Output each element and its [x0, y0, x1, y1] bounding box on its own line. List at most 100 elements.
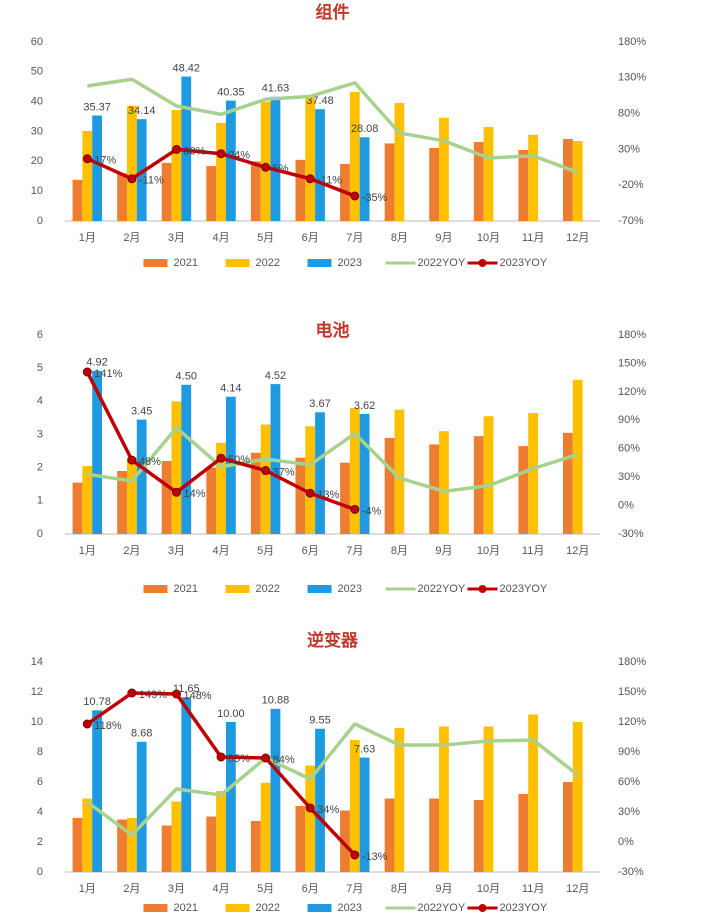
data-label: 35.37: [83, 101, 111, 113]
y-tick-label: 40: [31, 96, 43, 108]
bar: [483, 726, 494, 872]
data-label: 149%: [139, 689, 167, 701]
legend-label: 2021: [174, 257, 198, 269]
bar: [295, 806, 306, 872]
bar: [315, 109, 325, 221]
legend-label: 2023YOY: [500, 902, 548, 914]
line-marker: [171, 144, 181, 154]
data-label: 13%: [317, 489, 339, 501]
data-label: 28.08: [351, 123, 379, 135]
bar: [562, 432, 573, 534]
y-tick-label: 10: [31, 716, 43, 728]
bar: [117, 819, 127, 872]
y2-tick-label: 120%: [618, 386, 646, 398]
chart-title: 组件: [316, 2, 350, 22]
y2-tick-label: 180%: [618, 329, 646, 341]
legend-label: 2023: [338, 257, 362, 269]
bar: [315, 728, 325, 872]
line-marker: [305, 488, 315, 498]
bar: [181, 697, 192, 872]
bar: [473, 141, 484, 221]
bar: [439, 431, 449, 534]
line-marker: [350, 850, 360, 860]
line-marker: [350, 504, 360, 514]
bar: [216, 442, 226, 534]
data-label: -11%: [317, 175, 342, 187]
x-tick-label: 8月: [391, 883, 408, 895]
y2-tick-label: 150%: [618, 357, 646, 369]
bar: [518, 446, 529, 534]
y2-tick-label: -30%: [618, 866, 644, 878]
y2-tick-label: 0%: [618, 836, 634, 848]
x-tick-label: 5月: [257, 232, 274, 244]
bar: [82, 130, 93, 221]
data-label: 17%: [94, 155, 116, 167]
bar: [92, 710, 103, 872]
bar: [260, 101, 271, 221]
bar: [528, 714, 539, 872]
legend-label: 2023: [338, 583, 362, 595]
bar: [161, 162, 172, 221]
line-marker: [261, 753, 271, 763]
line: [86, 722, 579, 837]
x-tick-label: 3月: [168, 545, 185, 557]
bar: [528, 134, 539, 221]
y2-tick-label: 60%: [618, 776, 640, 788]
bar: [126, 105, 137, 221]
y-tick-label: 60: [31, 36, 43, 48]
data-label: 3.62: [354, 400, 375, 412]
bar: [528, 412, 539, 534]
legend-marker: [478, 904, 487, 912]
legend-label: 2023: [338, 902, 362, 914]
bar: [359, 413, 370, 534]
bar: [439, 117, 449, 221]
bar: [171, 401, 182, 534]
data-label: -13%: [362, 851, 388, 863]
bar: [394, 102, 405, 221]
line-marker: [305, 174, 315, 184]
bar: [82, 466, 93, 534]
data-label: 40.35: [217, 87, 245, 99]
bar: [562, 138, 573, 221]
data-label: 10.78: [83, 696, 111, 708]
y-tick-label: 30: [31, 125, 43, 137]
x-tick-label: 12月: [566, 232, 589, 244]
data-label: 50%: [228, 454, 250, 466]
line-marker: [82, 367, 92, 377]
bar: [117, 470, 127, 534]
line-marker: [127, 455, 137, 465]
data-label: 84%: [273, 754, 295, 766]
legend-marker: [478, 585, 487, 593]
bar: [394, 409, 405, 534]
x-tick-label: 6月: [302, 545, 319, 557]
x-tick-label: 11月: [522, 883, 544, 895]
y-tick-label: 4: [37, 806, 43, 818]
y-tick-label: 4: [37, 395, 43, 407]
data-label: 9.55: [309, 715, 330, 727]
x-tick-label: 7月: [346, 883, 363, 895]
line-marker: [82, 154, 92, 164]
bar: [92, 115, 103, 221]
data-label: 48.42: [173, 62, 201, 74]
bar: [473, 436, 484, 534]
legend-label: 2022: [256, 902, 280, 914]
x-tick-label: 6月: [302, 232, 319, 244]
legend-swatch: [143, 585, 168, 593]
y-tick-label: 6: [37, 776, 43, 788]
legend-marker: [478, 259, 487, 267]
bar: [439, 726, 449, 872]
y-tick-label: 0: [37, 528, 43, 540]
bar: [359, 137, 370, 221]
bar: [305, 97, 316, 221]
legend-label: 2023YOY: [500, 583, 548, 595]
bar: [250, 821, 261, 872]
bar: [359, 757, 370, 872]
y-tick-label: 0: [37, 866, 43, 878]
bar: [206, 816, 217, 872]
x-tick-label: 11月: [522, 232, 544, 244]
bar: [126, 457, 137, 534]
x-tick-label: 9月: [435, 545, 452, 557]
y-tick-label: 8: [37, 746, 43, 758]
x-tick-label: 4月: [212, 545, 229, 557]
data-label: 8.68: [131, 728, 152, 740]
